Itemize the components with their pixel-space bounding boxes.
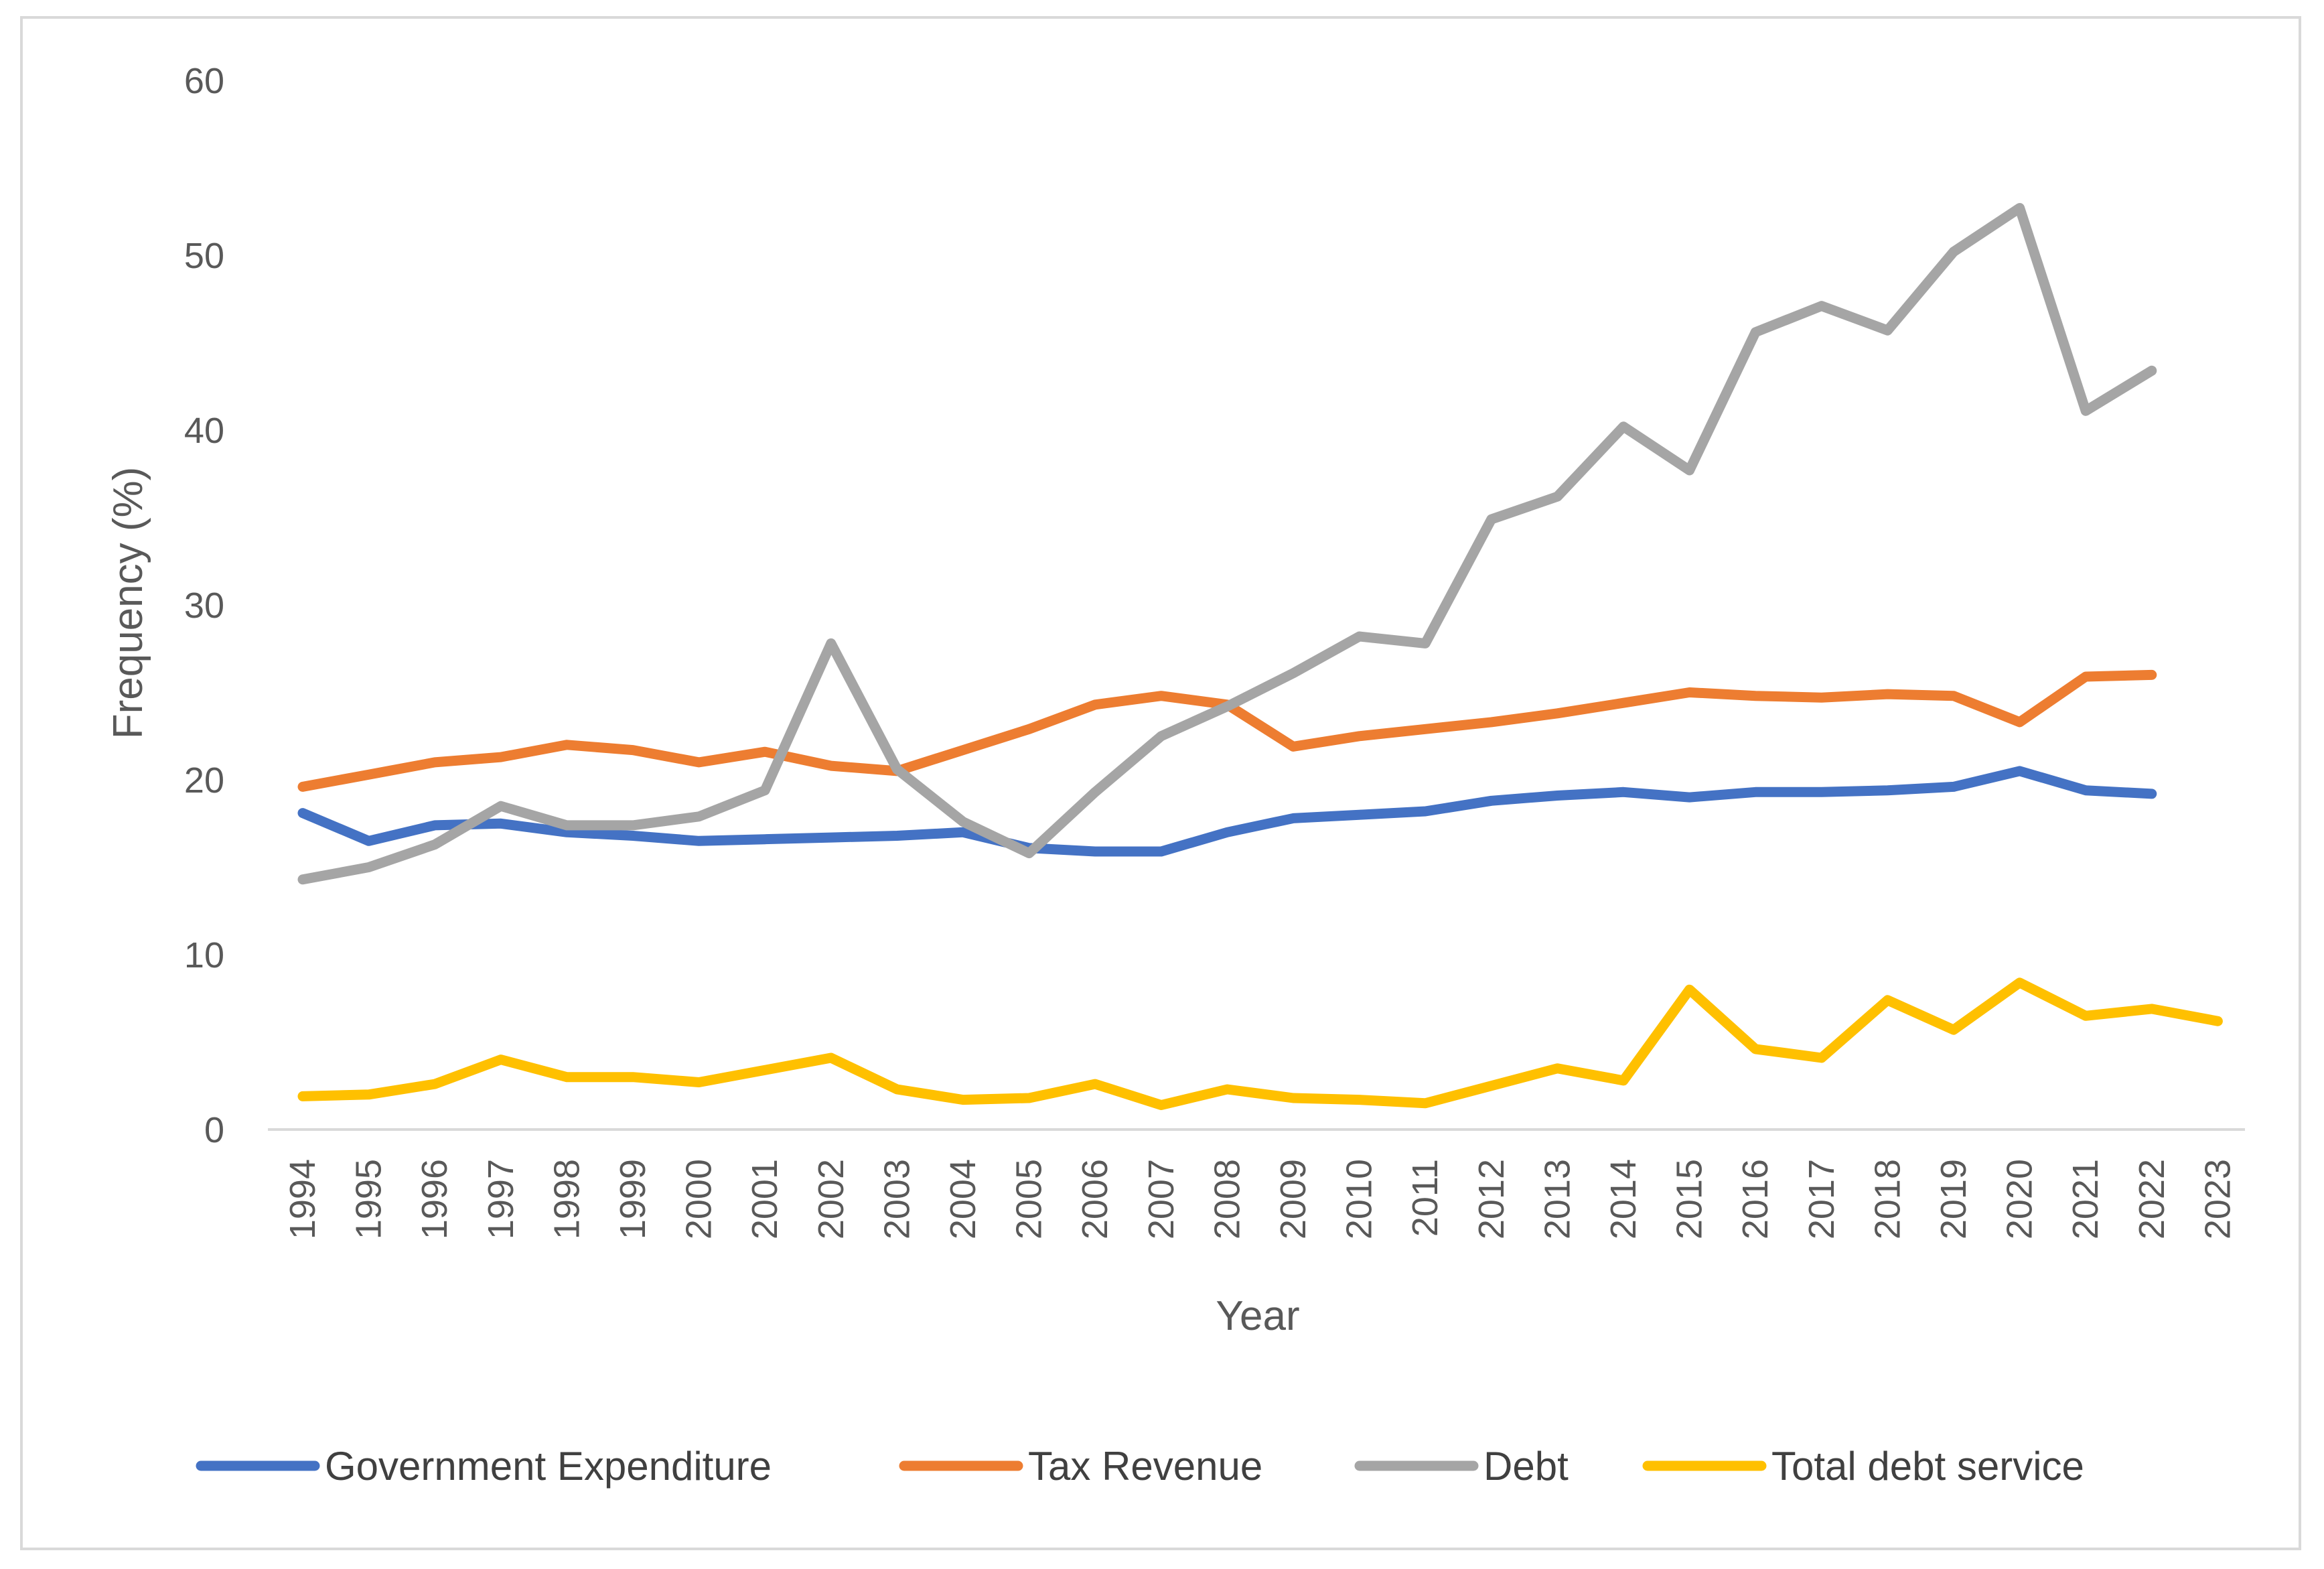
x-axis-ticks: 1994 1995 1996 1997 1998 1999 2000 2001 2002 2003… <box>283 1159 2238 1239</box>
x-tick-label: 2002 <box>811 1159 851 1239</box>
x-tick-label: 1999 <box>613 1159 653 1239</box>
series-line-total-debt-service <box>297 977 2223 1110</box>
y-tick-label: 0 <box>204 1110 224 1150</box>
x-tick-label: 2011 <box>1405 1159 1445 1237</box>
y-tick-label: 50 <box>184 236 224 276</box>
series-lines <box>297 203 2223 1110</box>
x-tick-label: 2009 <box>1273 1159 1313 1239</box>
x-tick-label: 2016 <box>1735 1159 1775 1239</box>
series-line-debt <box>297 203 2157 885</box>
x-tick-label: 2010 <box>1339 1159 1380 1239</box>
series-line-tax-revenue <box>297 669 2157 792</box>
legend-label: Debt <box>1483 1444 1569 1489</box>
x-tick-label: 2005 <box>1009 1159 1049 1239</box>
x-tick-label: 2006 <box>1075 1159 1115 1239</box>
x-tick-label: 2004 <box>943 1159 983 1239</box>
x-tick-label: 2000 <box>679 1159 719 1239</box>
x-tick-label: 2007 <box>1141 1159 1181 1239</box>
x-axis-title: Year <box>1216 1293 1299 1339</box>
x-tick-label: 2003 <box>877 1159 917 1239</box>
legend-label: Tax Revenue <box>1028 1444 1262 1489</box>
x-tick-label: 2021 <box>2065 1159 2106 1239</box>
legend-label: Total debt service <box>1771 1444 2084 1489</box>
y-tick-label: 20 <box>184 760 224 801</box>
y-tick-label: 30 <box>184 586 224 626</box>
x-tick-label: 1997 <box>481 1159 521 1239</box>
x-tick-label: 1996 <box>415 1159 455 1239</box>
x-tick-label: 1995 <box>349 1159 389 1239</box>
x-tick-label: 1994 <box>283 1159 323 1239</box>
x-tick-label: 2013 <box>1537 1159 1577 1239</box>
x-tick-label: 2018 <box>1867 1159 1907 1239</box>
x-tick-label: 1998 <box>547 1159 587 1239</box>
x-tick-label: 2019 <box>1934 1159 1974 1239</box>
x-tick-label: 2014 <box>1603 1159 1644 1239</box>
x-tick-label: 2020 <box>2000 1159 2040 1239</box>
y-axis-ticks: 0 10 20 30 40 50 60 <box>184 61 224 1150</box>
y-tick-label: 10 <box>184 935 224 975</box>
chart-frame <box>20 16 2301 1550</box>
series-line-government-expenditure <box>297 766 2157 857</box>
x-tick-label: 2012 <box>1471 1159 1512 1239</box>
y-axis-title: Frequency (%) <box>105 467 151 740</box>
legend-label: Government Expenditure <box>325 1444 772 1489</box>
legend: Government Expenditure Tax Revenue Debt Tot… <box>196 1444 2084 1489</box>
x-tick-label: 2022 <box>2132 1159 2172 1239</box>
x-tick-label: 2015 <box>1670 1159 1710 1239</box>
y-tick-label: 60 <box>184 61 224 101</box>
y-tick-label: 40 <box>184 411 224 451</box>
x-tick-label: 2008 <box>1207 1159 1247 1239</box>
x-tick-label: 2023 <box>2197 1159 2238 1239</box>
x-tick-label: 2001 <box>745 1159 785 1239</box>
x-tick-label: 2017 <box>1802 1159 1842 1239</box>
